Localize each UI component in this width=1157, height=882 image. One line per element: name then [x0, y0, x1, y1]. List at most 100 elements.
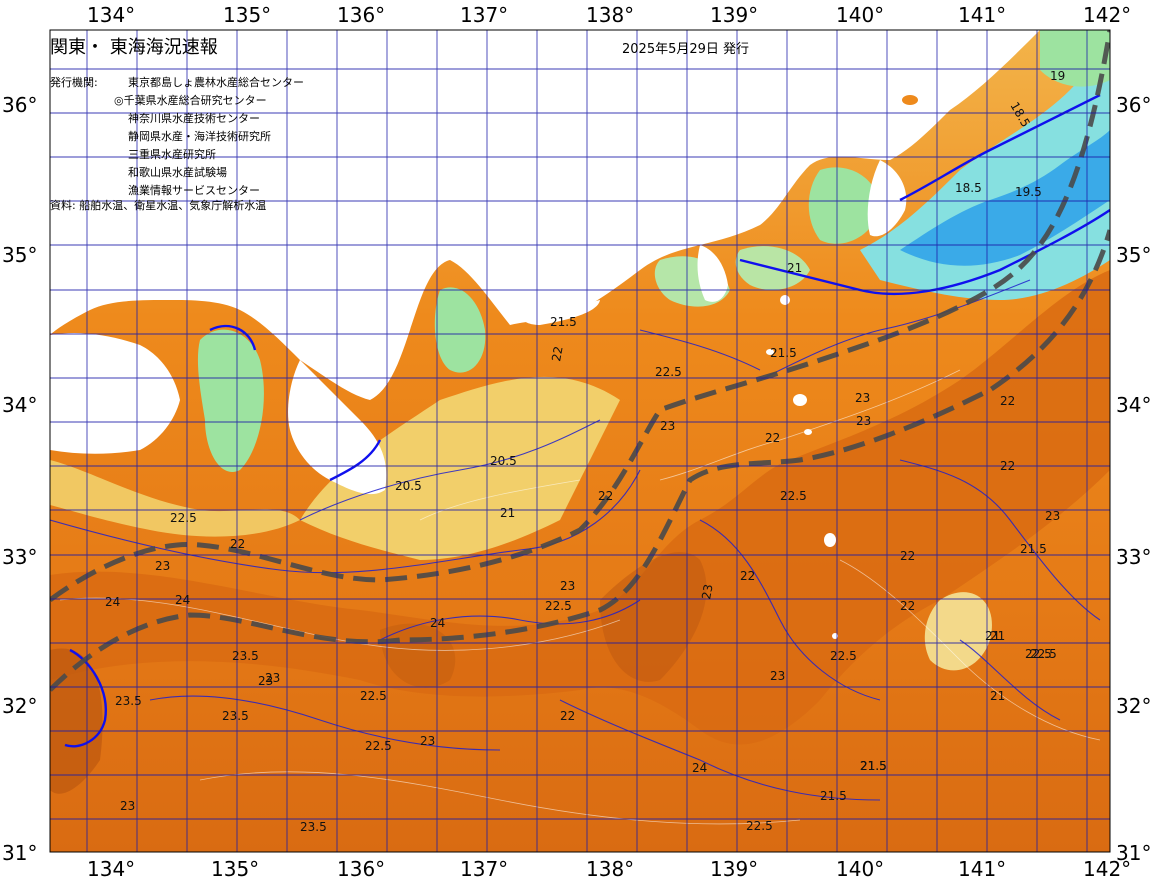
contour-label: 22.5 — [170, 511, 197, 525]
lat-label: 36° — [1116, 93, 1151, 117]
lon-label: 141° — [958, 857, 1006, 881]
contour-labels: 21.5 22 22.5 20.5 20.5 21 22 22.5 23 23.… — [105, 69, 1065, 834]
warm-coastal-band-2 — [50, 460, 300, 537]
contour-label: 21 — [500, 506, 515, 520]
lat-label: 32° — [1116, 694, 1151, 718]
contour-label: 23.5 — [222, 709, 249, 723]
lon-label: 139° — [710, 3, 758, 27]
lon-label: 140° — [836, 857, 884, 881]
island-miyake — [793, 394, 807, 406]
agency-item: 静岡県水産・海洋技術研究所 — [128, 130, 271, 143]
latitude-labels-right: 36° 35° 34° 33° 32° 31° — [1116, 93, 1151, 865]
land-awaji-shikoku — [50, 333, 180, 454]
contour-label: 22.5 — [1025, 647, 1052, 661]
contour-label: 22.5 — [746, 819, 773, 833]
contour-label: 19 — [1050, 69, 1065, 83]
osaka-bay-water — [197, 329, 264, 472]
contour-label: 18.5 — [955, 181, 982, 195]
kuroshio-axis — [50, 30, 1110, 692]
lat-label: 34° — [2, 393, 37, 417]
agency-items: 東京都島しょ農林水産総合センター ◎千葉県水産総合研究センター 神奈川県水産技術… — [114, 74, 304, 200]
agency-item: 東京都島しょ農林水産総合センター — [128, 76, 304, 89]
lon-label: 142° — [1083, 857, 1131, 881]
lon-label: 134° — [87, 857, 135, 881]
contour-label: 20.5 — [395, 479, 422, 493]
contour-label: 22 — [1000, 459, 1015, 473]
contour-label: 23 — [560, 579, 575, 593]
lat-label: 31° — [1116, 841, 1151, 865]
agency-item: ◎千葉県水産総合研究センター — [114, 94, 267, 107]
island-aogashima — [832, 633, 838, 639]
agency-item: 神奈川県水産技術センター — [128, 112, 260, 125]
lon-label: 137° — [460, 857, 508, 881]
contour-label: 24 — [692, 761, 707, 775]
lon-label: 142° — [1083, 3, 1131, 27]
warm-water-belt — [50, 270, 1110, 745]
lon-label: 138° — [586, 857, 634, 881]
contour-label: 21 — [985, 629, 1000, 643]
island-niijima — [766, 349, 774, 355]
island-oshima — [780, 295, 790, 305]
contour-label: 22.5 — [545, 599, 572, 613]
contour-label: 21.5 — [770, 346, 797, 360]
contour-label: 23.5 — [232, 649, 259, 663]
contour-label: 24 — [430, 616, 445, 630]
ise-bay-water — [434, 287, 486, 373]
contour-label: 22 — [765, 431, 780, 445]
land-atsumi-peninsula — [520, 300, 600, 325]
mild-green-water — [1040, 30, 1110, 87]
agency-item: 三重県水産研究所 — [128, 148, 216, 161]
contour-label: 22.5 — [1030, 647, 1057, 661]
contour-label: 22 — [1000, 394, 1015, 408]
contour-label: 22.5 — [655, 365, 682, 379]
longitude-labels-bottom: 134° 135° 136° 137° 138° 139° 140° 141° … — [87, 857, 1131, 881]
island-hachijo — [824, 533, 836, 547]
lon-label: 135° — [223, 3, 271, 27]
contour-label: 22 — [230, 537, 245, 551]
contour-label: 21.5 — [860, 759, 887, 773]
island — [902, 95, 918, 105]
contour-label: 21 — [787, 261, 802, 275]
lat-label: 35° — [2, 243, 37, 267]
fine-contours — [59, 369, 1101, 825]
contour-label: 22.5 — [360, 689, 387, 703]
coordinate-grid — [50, 30, 1110, 852]
lon-label: 136° — [337, 3, 385, 27]
contour-label: 22 — [740, 569, 755, 583]
lat-label: 33° — [1116, 545, 1151, 569]
contour-label: 22 — [900, 549, 915, 563]
contour-label: 23 — [265, 671, 280, 685]
contour-label: 22 — [598, 489, 613, 503]
lon-label: 137° — [460, 3, 508, 27]
tokyo-bay-water — [808, 167, 880, 244]
lat-label: 35° — [1116, 243, 1151, 267]
lon-label: 139° — [710, 857, 758, 881]
contour-label: 21.5 — [860, 759, 887, 773]
contour-label: 23 — [856, 414, 871, 428]
contour-label: 23 — [660, 419, 675, 433]
contour-label: 20.5 — [490, 454, 517, 468]
contour-label: 21.5 — [820, 789, 847, 803]
map-border — [49, 29, 1111, 853]
lon-label: 141° — [958, 3, 1006, 27]
longitude-labels-top: 134° 135° 136° 137° 138° 139° 140° 141° … — [87, 3, 1131, 27]
contour-label: 22.5 — [780, 489, 807, 503]
hottest-water-patch — [50, 648, 103, 794]
contour-label: 23 — [258, 674, 273, 688]
hottest-water-patch-2 — [600, 552, 707, 682]
contour-label: 21 — [990, 629, 1005, 643]
contour-label: 23.5 — [300, 820, 327, 834]
lat-label: 33° — [2, 545, 37, 569]
contour-label: 21.5 — [550, 315, 577, 329]
warm-coastal-band — [300, 376, 620, 560]
lat-label: 36° — [2, 93, 37, 117]
coastal-front-lines — [64, 93, 1110, 748]
lon-label: 135° — [211, 857, 259, 881]
mild-water-area — [924, 592, 992, 671]
contour-label: 23 — [420, 734, 435, 748]
very-cold-water-area — [900, 130, 1110, 266]
agency-item: 和歌山県水産試験場 — [128, 166, 227, 179]
contour-label: 19.5 — [1015, 185, 1042, 199]
contour-label: 21.5 — [860, 759, 887, 773]
contour-label: 22 — [900, 599, 915, 613]
